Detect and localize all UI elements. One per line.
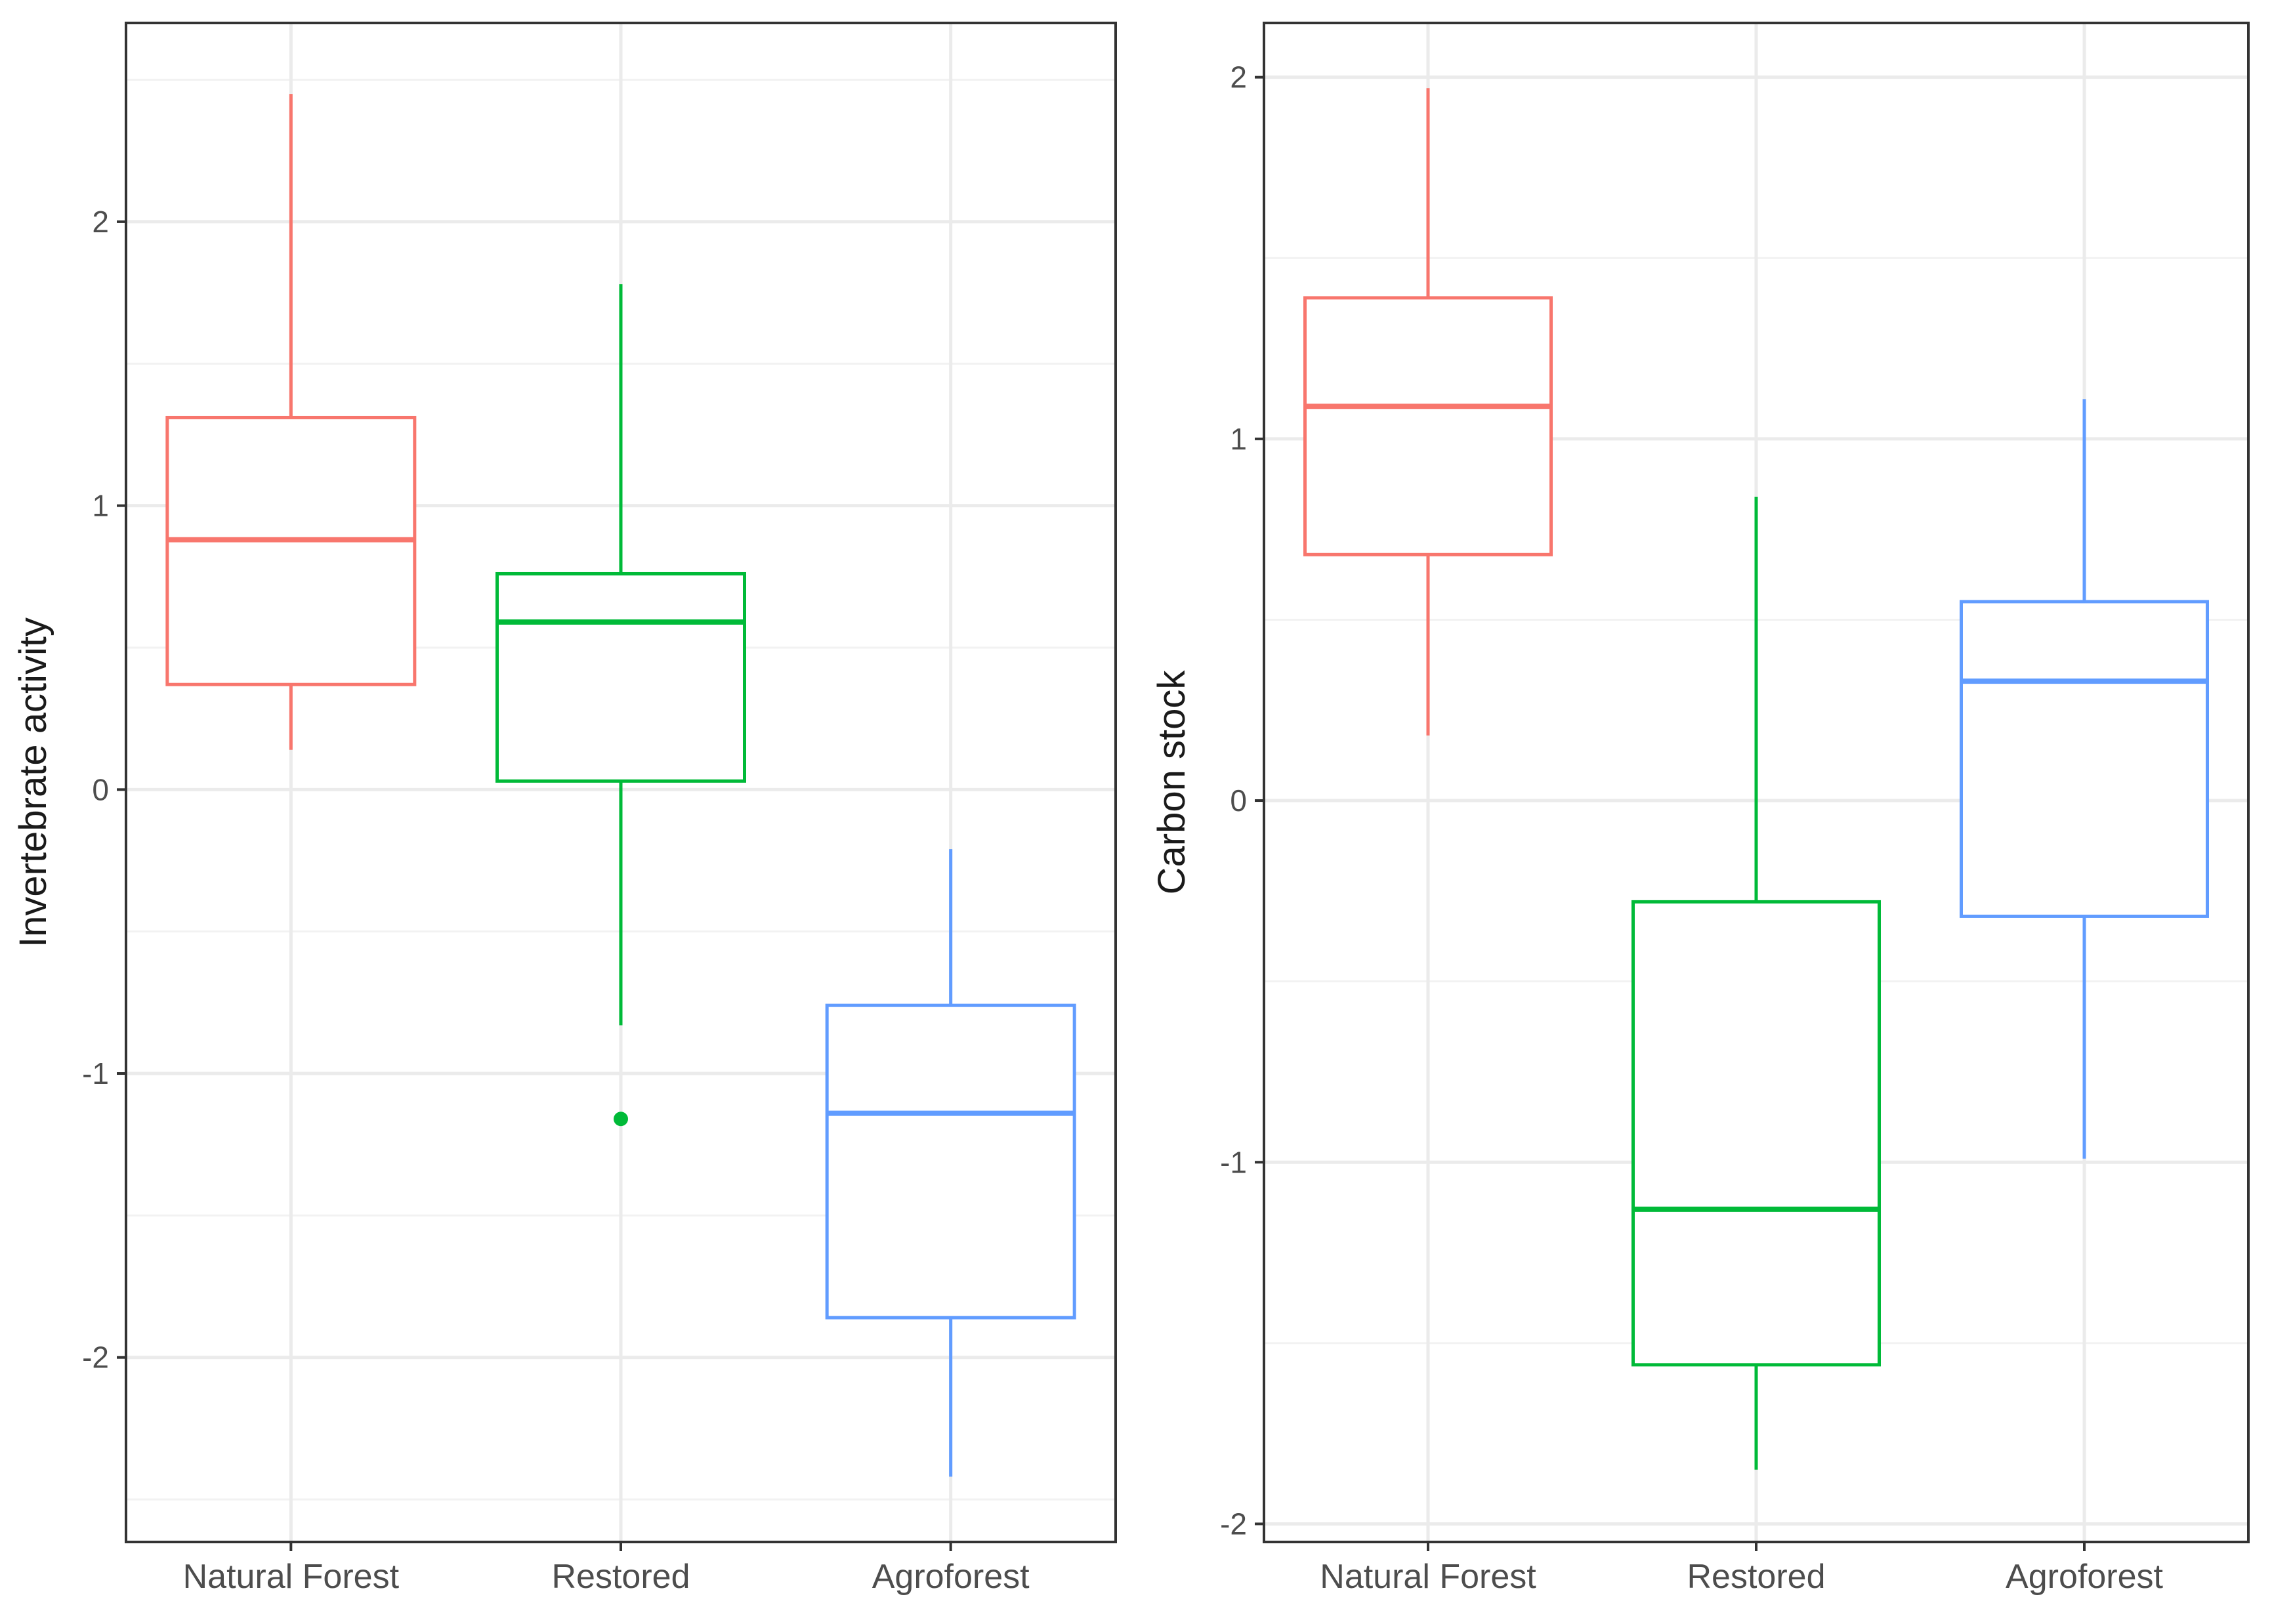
x-tick-label: Natural Forest [183, 1558, 400, 1596]
panel-1: -2 -1 0 1 2 Natural Forest Restored Agroforest I… [12, 22, 1117, 1596]
iqr-box [1303, 296, 1553, 556]
iqr-box [495, 572, 746, 783]
panel-2: -2 -1 0 1 2 Natural Forest Restored Agroforest C… [1150, 22, 2250, 1596]
box-agroforest [1960, 399, 2209, 1159]
y-tick-label: 0 [1230, 783, 1247, 818]
outlier-point [614, 1112, 628, 1127]
y-axis-title: Carbon stock [1150, 670, 1193, 895]
box-natural-forest [165, 94, 417, 750]
box-restored [1631, 497, 1881, 1470]
x-tick-label: Restored [1687, 1558, 1826, 1596]
box-natural-forest [1303, 88, 1553, 736]
y-tick-label: -2 [1220, 1507, 1247, 1541]
y-tick-label: 2 [92, 205, 109, 239]
y-tick-label: -1 [82, 1056, 109, 1091]
x-tick-label: Restored [552, 1558, 690, 1596]
x-tick-label: Agroforest [872, 1558, 1030, 1596]
y-tick-label: 1 [92, 489, 109, 523]
y-tick-label: 0 [92, 772, 109, 806]
box-restored [495, 284, 746, 1127]
iqr-box [825, 1003, 1076, 1320]
iqr-box [165, 415, 417, 686]
x-tick-label: Agroforest [2006, 1558, 2163, 1596]
iqr-box [1631, 900, 1881, 1367]
iqr-box [1960, 600, 2209, 918]
y-tick-label: -1 [1220, 1145, 1247, 1179]
x-tick-label: Natural Forest [1320, 1558, 1536, 1596]
y-tick-label: -2 [82, 1341, 109, 1375]
y-axis-title: Invertebrate activity [12, 617, 54, 947]
y-tick-label: 2 [1230, 60, 1247, 94]
y-tick-label: 1 [1230, 422, 1247, 456]
box-agroforest [825, 849, 1076, 1477]
